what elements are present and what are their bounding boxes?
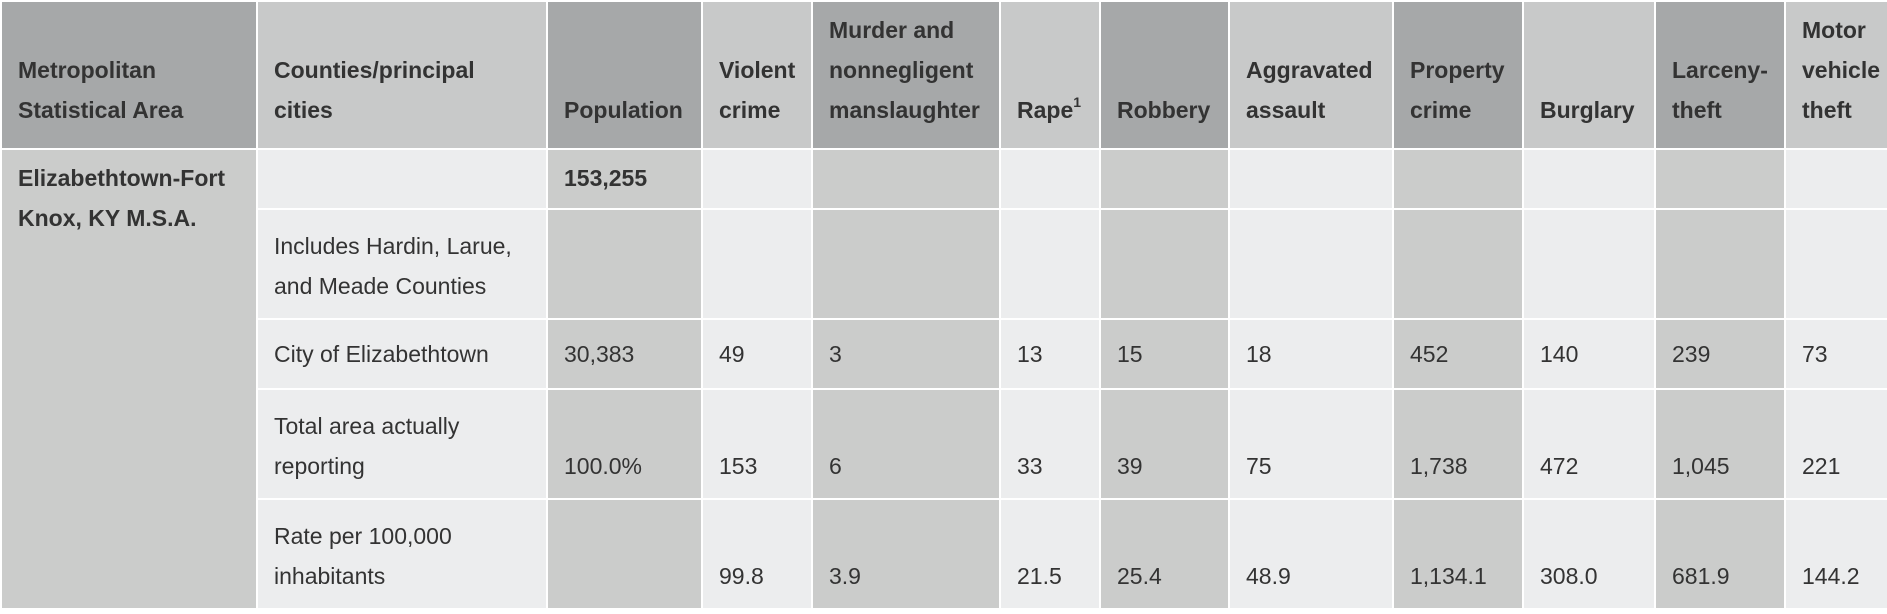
table-cell: [1786, 150, 1887, 208]
header-murder: Murder and nonnegligent manslaughter: [813, 2, 999, 148]
header-property-crime: Property crime: [1394, 2, 1522, 148]
header-violent-crime: Violent crime: [703, 2, 811, 148]
rape-footnote-marker: 1: [1073, 94, 1082, 111]
cell-population: [548, 210, 701, 318]
msa-name-cell: Elizabethtown-Fort Knox, KY M.S.A.: [2, 150, 256, 608]
cell-robbery: [1101, 210, 1228, 318]
cell-population: 30,383: [548, 320, 701, 388]
table-cell: [813, 150, 999, 208]
row-label: Includes Hardin, Larue, and Meade Counti…: [258, 210, 546, 318]
cell-aggravated-assault: 18: [1230, 320, 1392, 388]
table-cell: [1101, 150, 1228, 208]
table-cell: [1394, 150, 1522, 208]
table-cell: [1001, 150, 1099, 208]
cell-motor-vehicle-theft: 144.2: [1786, 500, 1887, 608]
cell-property-crime: 1,738: [1394, 390, 1522, 498]
cell-larceny-theft: 239: [1656, 320, 1784, 388]
header-counties: Counties/principal cities: [258, 2, 546, 148]
header-rape-label: Rape: [1017, 97, 1074, 123]
cell-robbery: 25.4: [1101, 500, 1228, 608]
header-robbery: Robbery: [1101, 2, 1228, 148]
cell-violent-crime: [703, 210, 811, 318]
msa-population-cell: 153,255: [548, 150, 701, 208]
table-cell: [1230, 150, 1392, 208]
cell-burglary: 140: [1524, 320, 1654, 388]
cell-rape: 13: [1001, 320, 1099, 388]
table-row-includes: Includes Hardin, Larue, and Meade Counti…: [2, 210, 1887, 318]
cell-larceny-theft: 1,045: [1656, 390, 1784, 498]
cell-violent-crime: 153: [703, 390, 811, 498]
cell-larceny-theft: [1656, 210, 1784, 318]
header-motor-vehicle-theft: Motor vehicle theft: [1786, 2, 1887, 148]
header-population: Population: [548, 2, 701, 148]
cell-murder: 6: [813, 390, 999, 498]
cell-burglary: [1524, 210, 1654, 318]
cell-aggravated-assault: 75: [1230, 390, 1392, 498]
table-cell: [1524, 150, 1654, 208]
cell-motor-vehicle-theft: 73: [1786, 320, 1887, 388]
cell-burglary: 472: [1524, 390, 1654, 498]
table-row-msa: Elizabethtown-Fort Knox, KY M.S.A. 153,2…: [2, 150, 1887, 608]
cell-larceny-theft: 681.9: [1656, 500, 1784, 608]
cell-rape: 33: [1001, 390, 1099, 498]
cell-population: [548, 500, 701, 608]
header-row: Metropolitan Statistical Area Counties/p…: [2, 2, 1887, 148]
cell-violent-crime: 99.8: [703, 500, 811, 608]
cell-motor-vehicle-theft: 221: [1786, 390, 1887, 498]
row-label: Rate per 100,000 inhabitants: [258, 500, 546, 608]
table-row-rate: Rate per 100,000 inhabitants 99.8 3.9 21…: [2, 500, 1887, 608]
table-cell: [258, 150, 546, 208]
cell-motor-vehicle-theft: [1786, 210, 1887, 318]
header-msa: Metropolitan Statistical Area: [2, 2, 256, 148]
table-cell: [1656, 150, 1784, 208]
table-row-city: City of Elizabethtown 30,383 49 3 13 15 …: [2, 320, 1887, 388]
table-cell: [703, 150, 811, 208]
cell-murder: [813, 210, 999, 318]
cell-murder: 3.9: [813, 500, 999, 608]
cell-violent-crime: 49: [703, 320, 811, 388]
cell-robbery: 15: [1101, 320, 1228, 388]
header-aggravated-assault: Aggravated assault: [1230, 2, 1392, 148]
cell-rape: [1001, 210, 1099, 318]
header-larceny-theft: Larceny-theft: [1656, 2, 1784, 148]
table-row-total: Total area actually reporting 100.0% 153…: [2, 390, 1887, 498]
cell-murder: 3: [813, 320, 999, 388]
cell-burglary: 308.0: [1524, 500, 1654, 608]
cell-population: 100.0%: [548, 390, 701, 498]
cell-aggravated-assault: [1230, 210, 1392, 318]
cell-property-crime: 1,134.1: [1394, 500, 1522, 608]
cell-property-crime: [1394, 210, 1522, 318]
cell-property-crime: 452: [1394, 320, 1522, 388]
header-burglary: Burglary: [1524, 2, 1654, 148]
row-label: City of Elizabethtown: [258, 320, 546, 388]
row-label: Total area actually reporting: [258, 390, 546, 498]
cell-aggravated-assault: 48.9: [1230, 500, 1392, 608]
cell-rape: 21.5: [1001, 500, 1099, 608]
cell-robbery: 39: [1101, 390, 1228, 498]
header-rape: Rape1: [1001, 2, 1099, 148]
